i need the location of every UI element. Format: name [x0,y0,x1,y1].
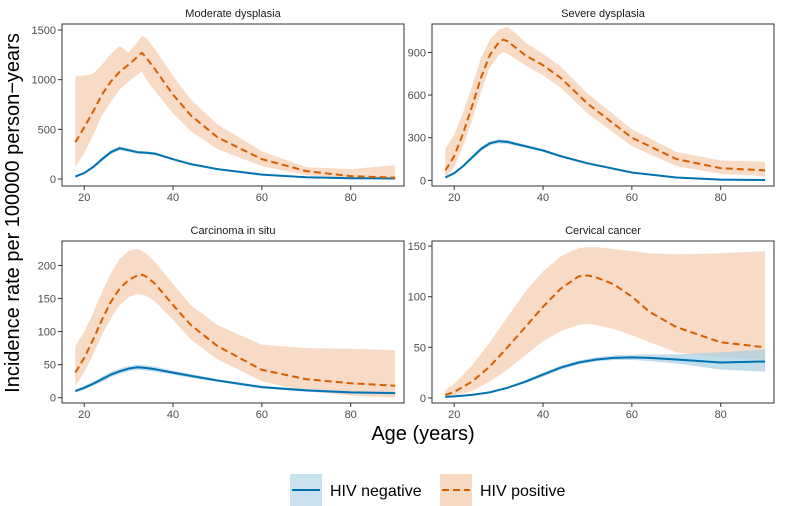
y-tick-label-carcinoma-in-situ-200: 200 [38,260,56,272]
panel-title-moderate-dysplasia: Moderate dysplasia [185,8,281,20]
band-hiv-positive-moderate-dysplasia [75,36,395,179]
x-tick-label-severe-dysplasia-80: 80 [715,192,727,204]
x-tick-label-severe-dysplasia-40: 40 [537,192,549,204]
panel-border-moderate-dysplasia [62,24,404,186]
x-tick-label-carcinoma-in-situ-40: 40 [167,409,179,421]
x-tick-label-carcinoma-in-situ-80: 80 [345,409,357,421]
y-tick-label-severe-dysplasia-900: 900 [408,47,426,59]
y-tick-label-cervical-cancer-100: 100 [408,292,426,304]
panel-title-cervical-cancer: Cervical cancer [565,225,641,237]
panel-severe-dysplasia: Severe dysplasia 0 300 600 900 20 40 60 80 [408,8,774,204]
y-tick-label-cervical-cancer-50: 50 [414,342,426,354]
faceted-line-chart: Moderate dysplasia05001000150020 40 60 80Se… [0,0,787,506]
panel-moderate-dysplasia: Moderate dysplasia 0 500 1000 1500 20 40 60 80 [32,8,404,204]
y-tick-label-carcinoma-in-situ-0: 0 [50,393,56,405]
panel-title-severe-dysplasia: Severe dysplasia [561,8,646,20]
legend-item-hiv-positive: HIV positive [440,474,565,506]
y-tick-label-moderate-dysplasia-0: 0 [50,174,56,186]
band-hiv-positive-cervical-cancer [445,247,765,397]
y-axis-title: Incidence rate per 100000 person−years [2,33,24,393]
x-tick-label-cervical-cancer-40: 40 [537,409,549,421]
x-tick-label-moderate-dysplasia-20: 20 [78,192,90,204]
y-tick-label-carcinoma-in-situ-50: 50 [44,360,56,372]
legend-label-hiv-negative: HIV negative [330,483,422,500]
legend-label-hiv-positive: HIV positive [480,483,565,500]
panel-carcinoma-in-situ: Carcinoma in situ 0 50 100 150 200 20 40 60 80 [38,225,404,421]
x-tick-label-carcinoma-in-situ-20: 20 [78,409,90,421]
band-hiv-positive-carcinoma-in-situ [75,249,395,398]
x-tick-label-moderate-dysplasia-80: 80 [345,192,357,204]
x-tick-label-carcinoma-in-situ-60: 60 [256,409,268,421]
plot-area-moderate-dysplasia [75,36,395,179]
panel-cervical-cancer: Cervical cancer 0 50 100 150 20 40 60 80 [408,225,774,421]
y-tick-label-cervical-cancer-150: 150 [408,241,426,253]
x-tick-label-severe-dysplasia-60: 60 [626,192,638,204]
x-tick-label-cervical-cancer-80: 80 [715,409,727,421]
band-hiv-negative-severe-dysplasia [445,139,765,180]
plot-area-carcinoma-in-situ [75,249,395,398]
legend: HIV negative HIV positive [290,474,565,506]
x-tick-label-moderate-dysplasia-60: 60 [256,192,268,204]
legend-item-hiv-negative: HIV negative [290,474,422,506]
y-tick-label-carcinoma-in-situ-150: 150 [38,294,56,306]
x-tick-label-severe-dysplasia-20: 20 [448,192,460,204]
y-tick-label-moderate-dysplasia-500: 500 [38,124,56,136]
plot-area-severe-dysplasia [445,27,765,181]
y-tick-label-carcinoma-in-situ-100: 100 [38,327,56,339]
y-tick-label-severe-dysplasia-300: 300 [408,133,426,145]
x-tick-label-cervical-cancer-60: 60 [626,409,638,421]
y-tick-label-moderate-dysplasia-1500: 1500 [32,25,56,37]
x-tick-label-cervical-cancer-20: 20 [448,409,460,421]
plot-area-cervical-cancer [445,247,765,397]
y-tick-label-severe-dysplasia-0: 0 [420,175,426,187]
panel-title-carcinoma-in-situ: Carcinoma in situ [191,225,276,237]
y-tick-label-cervical-cancer-0: 0 [420,393,426,405]
y-tick-label-moderate-dysplasia-1000: 1000 [32,75,56,87]
band-hiv-positive-severe-dysplasia [445,27,765,178]
x-axis-title: Age (years) [371,423,474,445]
y-tick-label-severe-dysplasia-600: 600 [408,90,426,102]
x-tick-label-moderate-dysplasia-40: 40 [167,192,179,204]
